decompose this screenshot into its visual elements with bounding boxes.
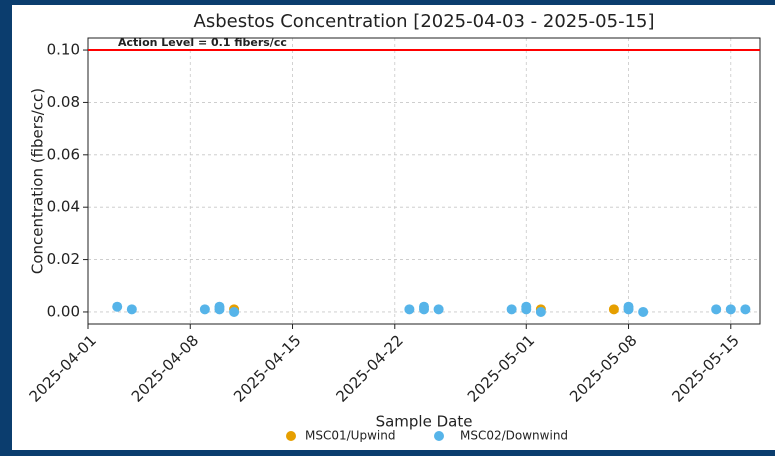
- data-point: [404, 304, 415, 315]
- y-tick-label: 0.10: [47, 41, 80, 59]
- data-point: [433, 304, 444, 315]
- data-point: [214, 304, 225, 315]
- data-point: [126, 304, 137, 315]
- data-point: [112, 301, 123, 312]
- y-tick-label: 0.04: [47, 198, 80, 216]
- legend-marker: [434, 431, 444, 441]
- data-point: [725, 304, 736, 315]
- legend-marker: [286, 431, 296, 441]
- data-point: [521, 304, 532, 315]
- y-tick-label: 0.06: [47, 145, 80, 163]
- y-tick-label: 0.02: [47, 250, 80, 268]
- y-tick-label: 0.00: [47, 302, 80, 320]
- data-point: [638, 306, 649, 317]
- data-point: [608, 304, 619, 315]
- x-axis-label: Sample Date: [376, 413, 473, 431]
- data-point: [229, 306, 240, 317]
- y-axis-label: Concentration (fibers/cc): [29, 88, 47, 274]
- legend-label: MSC02/Downwind: [460, 429, 568, 443]
- plot-frame: [87, 37, 761, 325]
- chart-title: Asbestos Concentration [2025-04-03 - 202…: [194, 11, 655, 32]
- panel: [12, 5, 775, 450]
- legend-label: MSC01/Upwind: [305, 429, 395, 443]
- reference-label: Action Level = 0.1 fibers/cc: [118, 36, 287, 49]
- data-point: [740, 304, 751, 315]
- data-point: [535, 306, 546, 317]
- data-point: [623, 304, 634, 315]
- y-tick-label: 0.08: [47, 93, 80, 111]
- data-point: [199, 304, 210, 315]
- data-point: [711, 304, 722, 315]
- data-point: [419, 304, 429, 315]
- data-point: [506, 304, 517, 315]
